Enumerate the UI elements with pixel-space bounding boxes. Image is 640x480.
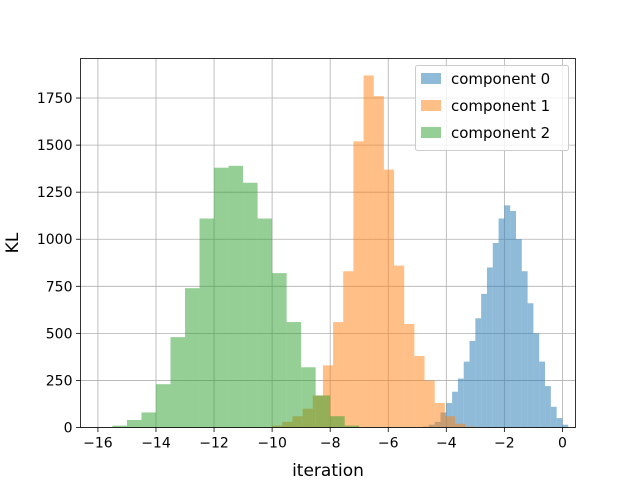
y-tick-label: 1500 bbox=[37, 138, 73, 154]
x-tick-label: −12 bbox=[199, 436, 229, 452]
y-tick-label: 1000 bbox=[37, 232, 73, 248]
plot-frame bbox=[80, 58, 576, 428]
histogram-bar-series-0 bbox=[452, 391, 458, 428]
legend-label-2: component 2 bbox=[451, 124, 550, 142]
histogram-bar-series-2 bbox=[243, 182, 258, 428]
legend-frame bbox=[415, 65, 569, 151]
y-tick-label: 500 bbox=[46, 326, 73, 342]
histogram-bar-series-1 bbox=[465, 426, 476, 428]
histogram-bar-series-1 bbox=[373, 96, 384, 428]
histogram-bar-series-2 bbox=[315, 395, 331, 428]
histogram-bar-series-2 bbox=[170, 337, 186, 428]
y-tick-label: 0 bbox=[64, 421, 73, 437]
histogram-bar-series-0 bbox=[457, 378, 464, 428]
histogram-bar-series-2 bbox=[155, 384, 171, 428]
x-tick-label: −6 bbox=[378, 436, 399, 452]
histogram-bar-series-0 bbox=[481, 293, 487, 428]
legend: component 0 component 1 component 2 bbox=[415, 65, 569, 151]
histogram-bar-series-1 bbox=[383, 169, 395, 428]
histogram-bar-series-2 bbox=[199, 218, 215, 428]
y-axis-label: KL bbox=[3, 232, 23, 253]
histogram-bar-series-0 bbox=[475, 318, 482, 428]
histogram-bar-series-0 bbox=[545, 386, 551, 428]
y-tick-label: 1250 bbox=[37, 185, 73, 201]
histogram-bar-series-0 bbox=[486, 267, 493, 428]
histogram-bar-series-2 bbox=[272, 273, 287, 428]
x-tick-label: −16 bbox=[83, 436, 113, 452]
x-tick-label: −14 bbox=[141, 436, 171, 452]
histogram-bar-series-0 bbox=[463, 361, 470, 428]
histogram-bar-series-1 bbox=[394, 265, 405, 428]
legend-label-1: component 1 bbox=[451, 97, 550, 115]
y-tick-label: 1750 bbox=[37, 91, 73, 107]
histogram-bar-series-1 bbox=[404, 323, 415, 428]
histogram-bar-series-2 bbox=[126, 419, 142, 428]
histogram-bar-series-2 bbox=[141, 412, 156, 428]
y-axis-ticks: 0 250 500 750 1000 1250 1500 1750 bbox=[37, 91, 81, 437]
legend-swatch-1 bbox=[421, 100, 441, 111]
histogram-bar-series-0 bbox=[550, 406, 557, 428]
histogram-bar-series-2 bbox=[185, 288, 200, 428]
histogram-bar-series-1 bbox=[363, 75, 374, 428]
legend-label-0: component 0 bbox=[451, 70, 550, 88]
histogram-bar-series-0 bbox=[533, 333, 540, 428]
histogram-bar-series-2 bbox=[228, 165, 244, 428]
histogram-bar-series-0 bbox=[492, 243, 499, 428]
y-tick-label: 750 bbox=[46, 279, 73, 295]
histogram-bar-series-2 bbox=[330, 416, 345, 428]
x-tick-label: −4 bbox=[436, 436, 457, 452]
histogram-bar-series-1 bbox=[333, 322, 344, 428]
histogram-bar-series-1 bbox=[444, 416, 456, 428]
y-tick-label: 250 bbox=[46, 373, 73, 389]
histogram-bar-series-0 bbox=[469, 340, 476, 428]
histogram-bar-series-2 bbox=[301, 367, 316, 428]
histogram-bar-series-1 bbox=[343, 271, 354, 428]
histogram-bar-series-1 bbox=[455, 423, 466, 428]
histogram-bar-series-0 bbox=[527, 303, 534, 428]
histogram-bar-series-0 bbox=[498, 218, 505, 428]
histogram-bar-series-2 bbox=[214, 167, 229, 428]
legend-swatch-2 bbox=[421, 127, 441, 138]
x-tick-label: −2 bbox=[494, 436, 515, 452]
histogram-bar-series-1 bbox=[353, 141, 364, 428]
histogram-bar-series-0 bbox=[515, 239, 522, 428]
histogram-bar-series-0 bbox=[562, 424, 569, 428]
histogram-bar-series-0 bbox=[504, 205, 511, 428]
histogram-bar-series-1 bbox=[434, 403, 445, 428]
x-tick-label: −10 bbox=[257, 436, 287, 452]
legend-swatch-0 bbox=[421, 73, 441, 84]
histogram-bar-series-2 bbox=[257, 218, 273, 428]
histogram-bar-series-0 bbox=[446, 403, 453, 428]
histogram-bar-series-0 bbox=[521, 271, 528, 428]
histogram-bar-series-0 bbox=[539, 361, 546, 428]
histogram-bar-series-0 bbox=[510, 210, 516, 428]
x-tick-label: −8 bbox=[320, 436, 341, 452]
x-axis-label: iteration bbox=[292, 461, 364, 480]
x-tick-label: 0 bbox=[558, 436, 567, 452]
histogram-bar-series-2 bbox=[112, 425, 127, 428]
histogram-bar-series-2 bbox=[344, 425, 360, 428]
histogram-bar-series-1 bbox=[414, 355, 425, 428]
histogram-bars bbox=[112, 75, 569, 428]
x-axis-ticks: −16 −14 −12 −10 −8 −6 −4 −2 0 bbox=[83, 427, 567, 452]
histogram-bar-series-1 bbox=[424, 380, 435, 428]
histogram-bar-series-2 bbox=[286, 322, 302, 428]
histogram-bar-series-0 bbox=[556, 418, 563, 428]
